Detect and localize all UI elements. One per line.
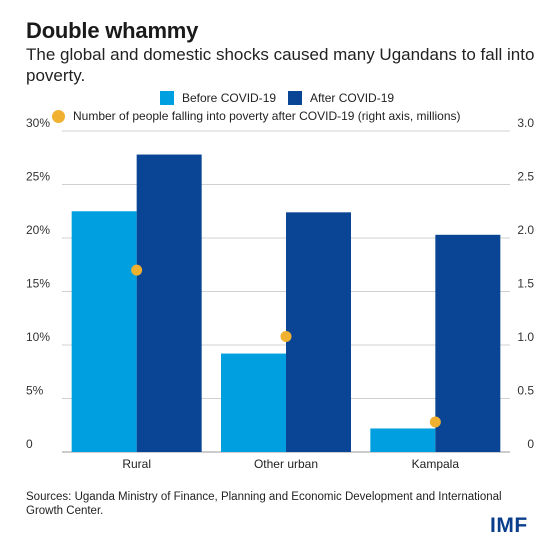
y2-tick-label: 1.5 bbox=[517, 277, 534, 291]
legend-label-before: Before COVID-19 bbox=[182, 91, 277, 105]
legend-item-people: Number of people falling into poverty af… bbox=[52, 109, 461, 123]
y2-tick-label: 0 bbox=[527, 437, 534, 451]
legend-swatch-before bbox=[160, 91, 174, 105]
y-tick-label: 5% bbox=[26, 384, 44, 398]
y2-tick-label: 2.0 bbox=[517, 223, 534, 237]
bar-before bbox=[221, 353, 286, 452]
chart-subtitle: The global and domestic shocks caused ma… bbox=[26, 45, 535, 85]
x-tick-label: Kampala bbox=[412, 457, 460, 471]
bar-after bbox=[136, 154, 202, 453]
y-tick-label: 20% bbox=[26, 223, 50, 237]
people-dot bbox=[429, 416, 441, 428]
people-dot bbox=[280, 330, 292, 342]
chart-title: Double whammy bbox=[26, 18, 199, 43]
y-tick-label: 25% bbox=[26, 170, 50, 184]
y2-tick-label: 3.0 bbox=[517, 116, 534, 130]
bar-before bbox=[71, 211, 137, 452]
y-tick-label: 10% bbox=[26, 330, 50, 344]
bar-after bbox=[286, 212, 351, 452]
imf-logo: IMF bbox=[490, 514, 528, 537]
legend-item-after: After COVID-19 bbox=[288, 91, 394, 105]
legend-row-2: Number of people falling into poverty af… bbox=[52, 109, 473, 123]
sources-note: Sources: Uganda Ministry of Finance, Pla… bbox=[26, 491, 502, 517]
legend-row-1: Before COVID-19 After COVID-19 bbox=[160, 91, 406, 105]
y-tick-label: 15% bbox=[26, 277, 50, 291]
legend-swatch-after bbox=[288, 91, 303, 105]
x-tick-label: Rural bbox=[122, 457, 151, 471]
legend-item-before: Before COVID-19 bbox=[160, 91, 276, 105]
x-tick-label: Other urban bbox=[254, 457, 318, 471]
y2-tick-label: 0.5 bbox=[517, 384, 534, 398]
legend-label-after: After COVID-19 bbox=[310, 91, 395, 105]
legend-label-people: Number of people falling into poverty af… bbox=[73, 109, 461, 123]
people-dot bbox=[131, 264, 143, 276]
legend-swatch-people bbox=[52, 109, 65, 123]
bar-after bbox=[435, 234, 501, 452]
y2-tick-label: 2.5 bbox=[517, 170, 534, 184]
bar-before bbox=[370, 428, 436, 452]
y-tick-label: 30% bbox=[26, 116, 50, 130]
y2-tick-label: 1.0 bbox=[517, 330, 534, 344]
y-tick-label: 0 bbox=[26, 437, 33, 451]
